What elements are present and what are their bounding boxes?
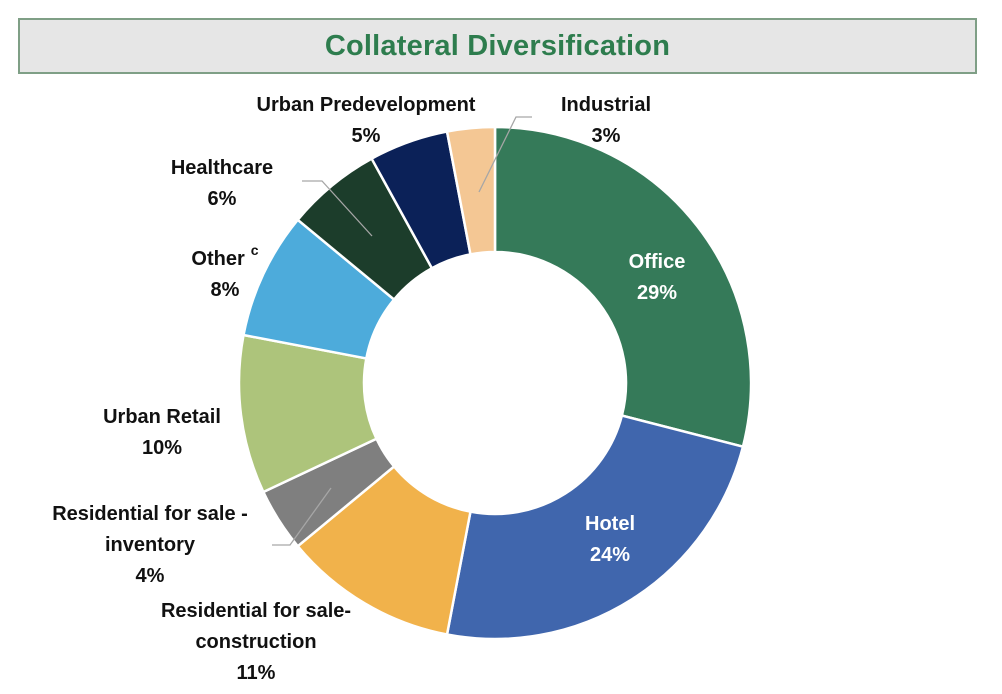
slice-value-label: 29% [637, 282, 677, 304]
slice-value-label: 5% [352, 125, 381, 147]
leader-line-industrial [478, 116, 532, 193]
slice-label-line: Urban Predevelopment [257, 94, 476, 116]
slice-label-residential-inventory: Residential for sale - inventory 4% [52, 503, 248, 587]
slice-label-hotel: Hotel 24% [585, 513, 635, 566]
slice-hotel [445, 414, 745, 641]
leader-line-healthcare [302, 180, 373, 237]
slice-label-superscript: c [251, 242, 259, 258]
slice-label-healthcare: Healthcare 6% [171, 157, 273, 210]
slice-value-label: 24% [590, 544, 630, 566]
slice-value-label: 6% [208, 188, 237, 210]
slice-label-line: Office [629, 251, 686, 273]
slice-value-label: 11% [237, 662, 276, 684]
chart-title: Collateral Diversification [324, 29, 671, 62]
slice-label-urban-predevelopment: Urban Predevelopment 5% [257, 94, 476, 147]
slice-label-line: construction [195, 631, 316, 653]
slice-label-line: Healthcare [171, 157, 273, 179]
slice-value-label: 3% [592, 125, 621, 147]
slice-label-line: Residential for sale- [161, 600, 351, 622]
slice-label-other: Other c 8% [191, 242, 258, 301]
slice-value-label: 4% [136, 565, 165, 587]
slice-industrial [445, 125, 497, 256]
slice-label-residential-construction: Residential for sale-construction 11% [161, 600, 351, 684]
donut-slices [237, 125, 753, 641]
chart-title-box: Collateral Diversification [18, 18, 977, 74]
slice-label-urban-retail: Urban Retail 10% [103, 406, 221, 459]
leader-lines [272, 116, 532, 546]
slice-label-line: Hotel [585, 513, 635, 535]
slice-labels: Office 29% Hotel 24% Residential for sale-co… [52, 94, 685, 684]
slice-label-line: inventory [105, 534, 196, 556]
slice-label-line: Industrial [561, 94, 651, 116]
slice-label-line: Other [191, 248, 245, 270]
slice-label-office: Office 29% [629, 251, 686, 304]
leader-line-residential-inventory [272, 487, 332, 546]
slice-label-industrial: Industrial 3% [561, 94, 651, 147]
slice-value-label: 8% [211, 279, 240, 301]
slice-value-label: 10% [142, 437, 182, 459]
slice-office [493, 125, 753, 449]
slice-label-line: Residential for sale - [52, 503, 248, 525]
slice-label-line: Urban Retail [103, 406, 221, 428]
